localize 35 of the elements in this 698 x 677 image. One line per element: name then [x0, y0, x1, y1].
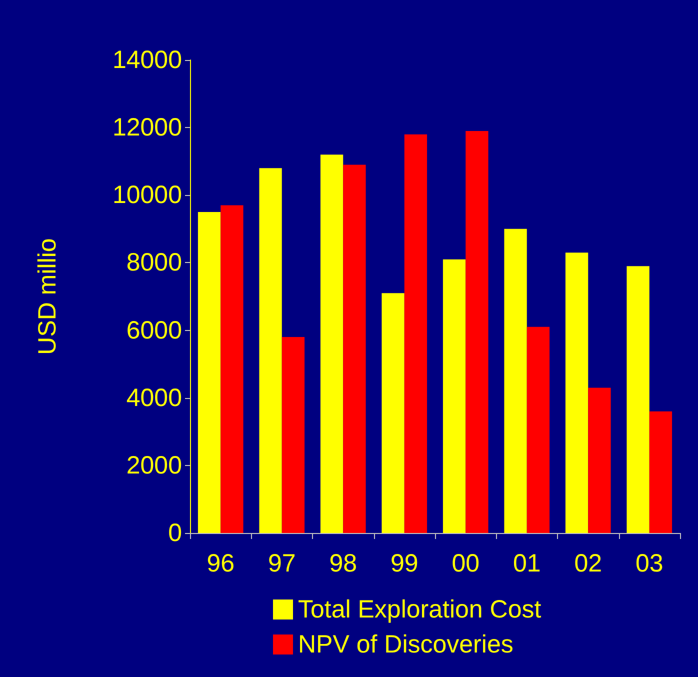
y-tick-label: 10000: [112, 181, 182, 210]
bar: [404, 134, 428, 533]
y-tick-label: 14000: [112, 46, 182, 74]
bar: [565, 252, 588, 533]
x-tick-label: 00: [452, 550, 480, 578]
y-tick-label: 2000: [126, 451, 182, 480]
x-tick-label: 01: [512, 550, 541, 578]
bar: [649, 411, 672, 533]
bar: [198, 212, 221, 533]
y-tick-label: 12000: [112, 114, 182, 142]
bar: [526, 326, 550, 533]
y-tick-label: 8000: [126, 248, 182, 277]
y-tick-label: 4000: [126, 384, 182, 412]
bar: [466, 130, 488, 533]
bar: [320, 154, 344, 533]
bar: [588, 388, 611, 533]
bar: [343, 164, 366, 533]
bar: [504, 228, 527, 533]
bar: [442, 259, 466, 533]
x-tick-label: 02: [574, 550, 602, 578]
x-tick-label: 97: [268, 550, 296, 578]
bar: [220, 205, 244, 533]
legend-label: NPV of Discoveries: [298, 630, 514, 658]
x-tick-label: 98: [329, 550, 358, 578]
x-tick-label: 03: [635, 550, 664, 578]
legend-label: Total Exploration Cost: [298, 596, 542, 624]
bar: [282, 337, 305, 533]
y-tick-label: 0: [168, 519, 182, 547]
bar: [382, 293, 404, 533]
y-tick-label: 6000: [126, 316, 182, 344]
x-tick-label: 96: [206, 550, 235, 578]
bar: [259, 168, 282, 533]
y-axis-title: USD millio: [34, 238, 62, 355]
bar: [626, 266, 650, 533]
x-tick-label: 99: [390, 550, 418, 578]
